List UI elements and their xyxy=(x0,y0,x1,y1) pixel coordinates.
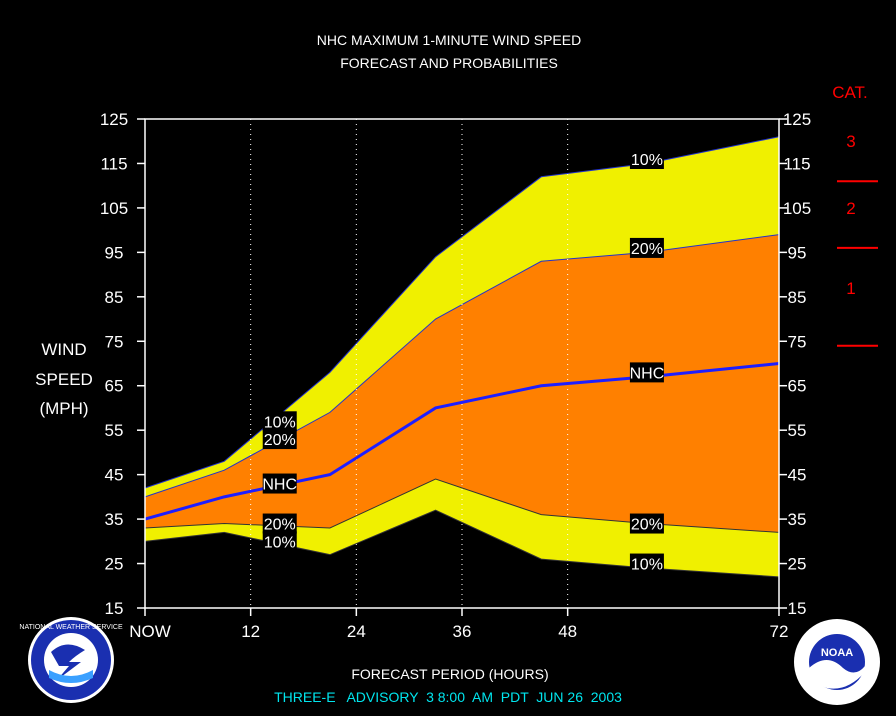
plot-area: 15 15 25 25 35 35 45 45 55 55 65 65 75 75 85 85 95 95 105 1… xyxy=(100,110,811,641)
x-axis-label: FORECAST PERIOD (HOURS) xyxy=(351,666,548,682)
y-tick-label-left-3: 45 xyxy=(105,466,124,485)
y-tick-label-left-6: 75 xyxy=(105,332,124,351)
y-tick-label-right-6: 75 xyxy=(788,332,807,351)
svg-text:20%: 20% xyxy=(264,517,296,534)
y-tick-label-left-1: 25 xyxy=(105,555,124,574)
svg-text:NHC: NHC xyxy=(262,477,297,494)
x-tick-label-1: 12 xyxy=(241,622,260,641)
y-tick-label-left-9: 105 xyxy=(100,199,128,218)
category-label-2: 2 xyxy=(846,199,855,218)
y-tick-label-left-8: 95 xyxy=(105,243,124,262)
y-tick-label-right-4: 55 xyxy=(788,421,807,440)
y-tick-label-right-11: 125 xyxy=(783,110,811,129)
x-tick-label-4: 48 xyxy=(558,622,577,641)
y-tick-label-right-2: 35 xyxy=(788,510,807,529)
nws-logo-icon: NATIONAL WEATHER SERVICE xyxy=(19,617,123,703)
chart-title: NHC MAXIMUM 1-MINUTE WIND SPEED xyxy=(317,32,581,48)
band-label-8: 20% xyxy=(629,513,664,534)
noaa-logo-icon: NOAA xyxy=(794,619,880,705)
y-tick-label-right-1: 25 xyxy=(788,555,807,574)
svg-text:20%: 20% xyxy=(631,241,663,258)
x-tick-label-0: NOW xyxy=(129,622,171,641)
y-axis-label-line-2: SPEED xyxy=(35,370,93,389)
y-tick-label-right-7: 85 xyxy=(788,288,807,307)
svg-text:10%: 10% xyxy=(631,557,663,574)
y-tick-label-right-3: 45 xyxy=(788,466,807,485)
svg-text:10%: 10% xyxy=(264,534,296,551)
chart-subtitle: FORECAST AND PROBABILITIES xyxy=(340,55,558,71)
svg-text:10%: 10% xyxy=(631,152,663,169)
category-label-3: 3 xyxy=(846,132,855,151)
y-tick-label-right-0: 15 xyxy=(788,599,807,618)
x-tick-label-5: 72 xyxy=(770,622,789,641)
band-label-7: NHC xyxy=(630,362,665,383)
y-tick-label-left-2: 35 xyxy=(105,510,124,529)
y-tick-label-left-11: 125 xyxy=(100,110,128,129)
svg-text:20%: 20% xyxy=(264,432,296,449)
y-tick-label-right-10: 115 xyxy=(783,154,810,173)
x-tick-label-2: 24 xyxy=(347,622,366,641)
y-tick-label-right-5: 65 xyxy=(788,377,807,396)
band-label-2: NHC xyxy=(262,473,297,494)
noaa-logo-text: NOAA xyxy=(821,647,853,659)
y-tick-label-left-10: 115 xyxy=(100,154,127,173)
y-tick-label-left-5: 65 xyxy=(105,377,124,396)
y-tick-label-left-4: 55 xyxy=(105,421,124,440)
y-tick-label-left-0: 15 xyxy=(105,599,124,618)
y-tick-label-left-7: 85 xyxy=(105,288,124,307)
svg-text:10%: 10% xyxy=(264,414,296,431)
band-label-0: 10% xyxy=(262,411,297,432)
y-axis-label-line-1: WIND xyxy=(41,340,86,359)
band-label-4: 10% xyxy=(262,531,297,552)
band-label-5: 10% xyxy=(629,149,664,170)
x-tick-label-3: 36 xyxy=(453,622,472,641)
y-tick-label-right-8: 95 xyxy=(788,243,807,262)
category-header: CAT. xyxy=(832,83,868,102)
band-label-1: 20% xyxy=(262,429,297,450)
band-label-3: 20% xyxy=(262,513,297,534)
svg-text:20%: 20% xyxy=(631,517,663,534)
advisory-footer: THREE-E ADVISORY 3 8:00 AM PDT JUN 26 20… xyxy=(274,689,622,705)
svg-text:NHC: NHC xyxy=(630,365,665,382)
y-tick-label-right-9: 105 xyxy=(783,199,811,218)
band-label-6: 20% xyxy=(629,237,664,258)
y-axis-label-line-3: (MPH) xyxy=(39,399,88,418)
nws-logo-text: NATIONAL WEATHER SERVICE xyxy=(19,624,123,631)
category-label-1: 1 xyxy=(846,279,855,298)
band-20-percent xyxy=(145,234,779,533)
band-label-9: 10% xyxy=(629,553,664,574)
